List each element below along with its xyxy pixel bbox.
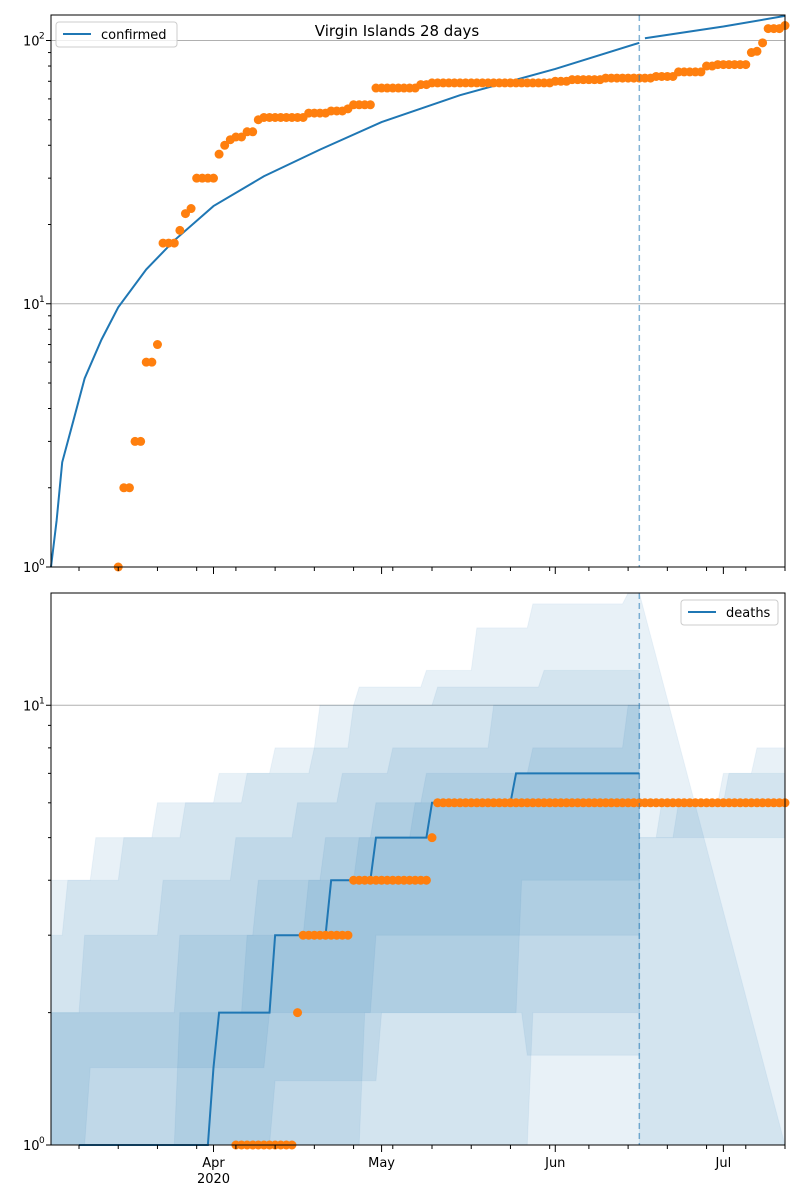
- data-point: [175, 225, 185, 235]
- confirmed-data: [50, 14, 790, 572]
- y-tick-exponent: 0: [39, 1136, 45, 1146]
- legend-confirmed-label: confirmed: [101, 28, 167, 43]
- confirmed-x-ticks: [78, 567, 786, 574]
- uncertainty-band: [50, 669, 640, 1146]
- deaths-data: [79, 772, 790, 1150]
- data-point: [248, 127, 258, 137]
- data-point: [421, 875, 431, 885]
- x-tick-label: May: [368, 1156, 395, 1171]
- x-tick-year-label: 2020: [197, 1172, 230, 1187]
- uncertainty-band: [50, 704, 640, 1146]
- x-tick-label: Apr: [202, 1156, 225, 1171]
- y-tick-exponent: 0: [39, 558, 45, 568]
- data-point: [152, 340, 162, 350]
- data-point: [696, 67, 706, 77]
- data-point: [293, 1008, 303, 1018]
- chart-title: Virgin Islands 28 days: [315, 22, 480, 40]
- data-point: [214, 149, 224, 159]
- data-point: [208, 173, 218, 183]
- x-tick-label: Jun: [544, 1156, 565, 1171]
- data-point: [136, 436, 146, 446]
- x-tick-label: Jul: [715, 1156, 732, 1171]
- data-point: [124, 483, 134, 493]
- data-point: [758, 38, 768, 48]
- y-tick-exponent: 2: [39, 32, 45, 42]
- data-point: [752, 46, 762, 56]
- y-tick-label: 10: [23, 298, 40, 313]
- data-point: [186, 204, 196, 214]
- deaths-legend: deaths: [680, 599, 779, 626]
- y-tick-label: 10: [23, 35, 40, 50]
- legend-box: [680, 599, 779, 626]
- model-line: [644, 14, 786, 40]
- deaths-uncertainty-bands: [50, 592, 786, 1146]
- y-tick-label: 10: [23, 1139, 40, 1154]
- y-tick-exponent: 1: [39, 295, 45, 305]
- data-point: [343, 930, 353, 940]
- data-point: [427, 833, 437, 843]
- data-point: [365, 100, 375, 110]
- y-tick-exponent: 1: [39, 696, 45, 706]
- data-point: [220, 140, 230, 150]
- confirmed-axes-frame: [50, 14, 786, 568]
- y-tick-label: 10: [23, 699, 40, 714]
- data-point: [169, 238, 179, 248]
- y-tick-label: 10: [23, 561, 40, 576]
- deaths-axes-frame: [50, 592, 786, 1146]
- data-point: [147, 357, 157, 367]
- legend-deaths-label: deaths: [726, 606, 771, 621]
- legend-box: [55, 21, 178, 48]
- confirmed-legend: confirmed: [55, 21, 178, 48]
- model-line: [50, 41, 640, 568]
- data-point: [741, 60, 751, 70]
